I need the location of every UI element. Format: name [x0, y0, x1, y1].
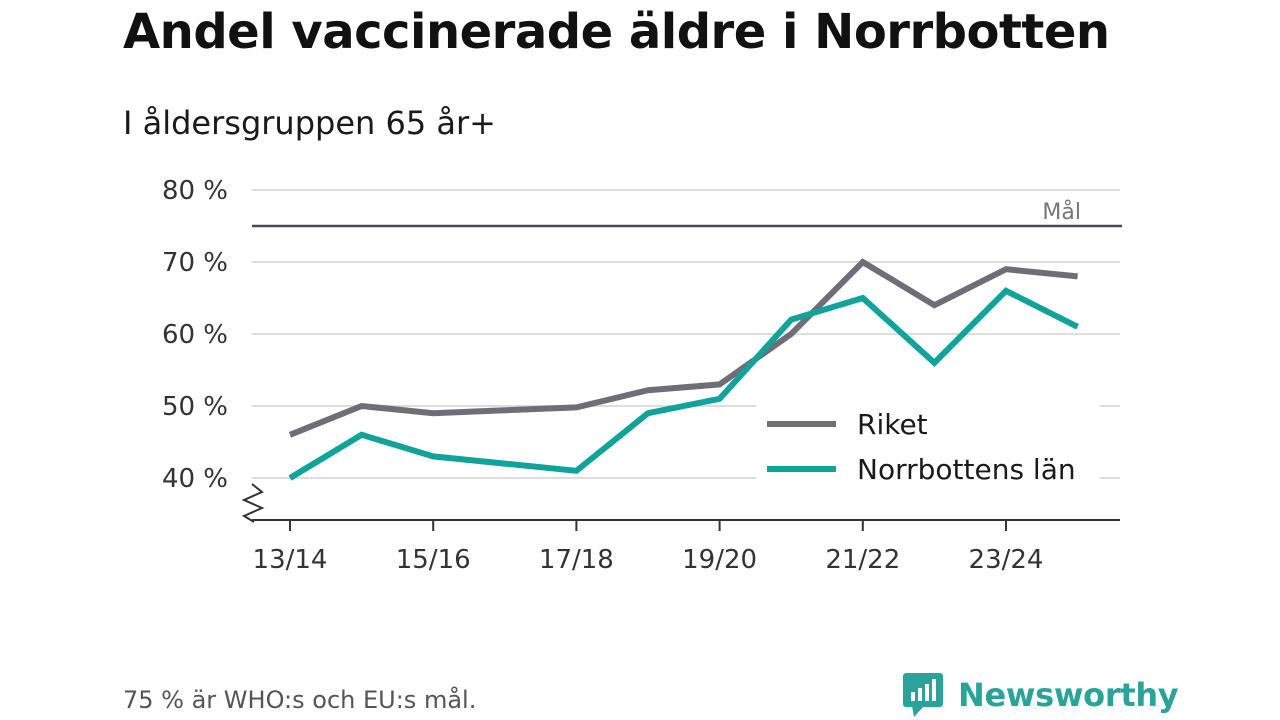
y-tick-label: 70 % — [162, 248, 228, 278]
newsworthy-logo-icon — [903, 673, 943, 717]
chart-subtitle: I åldersgruppen 65 år+ — [123, 104, 496, 142]
x-tick-label: 21/22 — [825, 545, 900, 575]
y-tick-label: 60 % — [162, 320, 228, 350]
legend-label: Riket — [857, 408, 928, 441]
line-chart: 40 % 50 % 60 % 70 % 80 % Mål 13/14 15/16 17/18 19… — [162, 176, 1122, 575]
series-line — [288, 287, 1079, 481]
x-tick-label: 17/18 — [539, 545, 614, 575]
reference-line-label: Mål — [1042, 199, 1081, 225]
y-tick-label: 50 % — [162, 392, 228, 422]
y-tick-label: 40 % — [162, 464, 228, 494]
chart-title: Andel vaccinerade äldre i Norrbotten — [123, 4, 1110, 60]
brand-logo: Newsworthy — [902, 672, 1179, 718]
brand-name: Newsworthy — [958, 676, 1179, 714]
x-tick-label: 15/16 — [396, 545, 471, 575]
legend-background — [756, 400, 1100, 496]
x-tick-label: 23/24 — [969, 545, 1044, 575]
series-line — [288, 258, 1078, 438]
footnote: 75 % är WHO:s och EU:s mål. — [123, 686, 477, 714]
x-tick-label: 13/14 — [253, 545, 328, 575]
y-tick-label: 80 % — [162, 176, 228, 206]
x-tick-label: 19/20 — [682, 545, 757, 575]
legend-label: Norrbottens län — [857, 453, 1076, 486]
axis-break-icon — [241, 483, 265, 523]
